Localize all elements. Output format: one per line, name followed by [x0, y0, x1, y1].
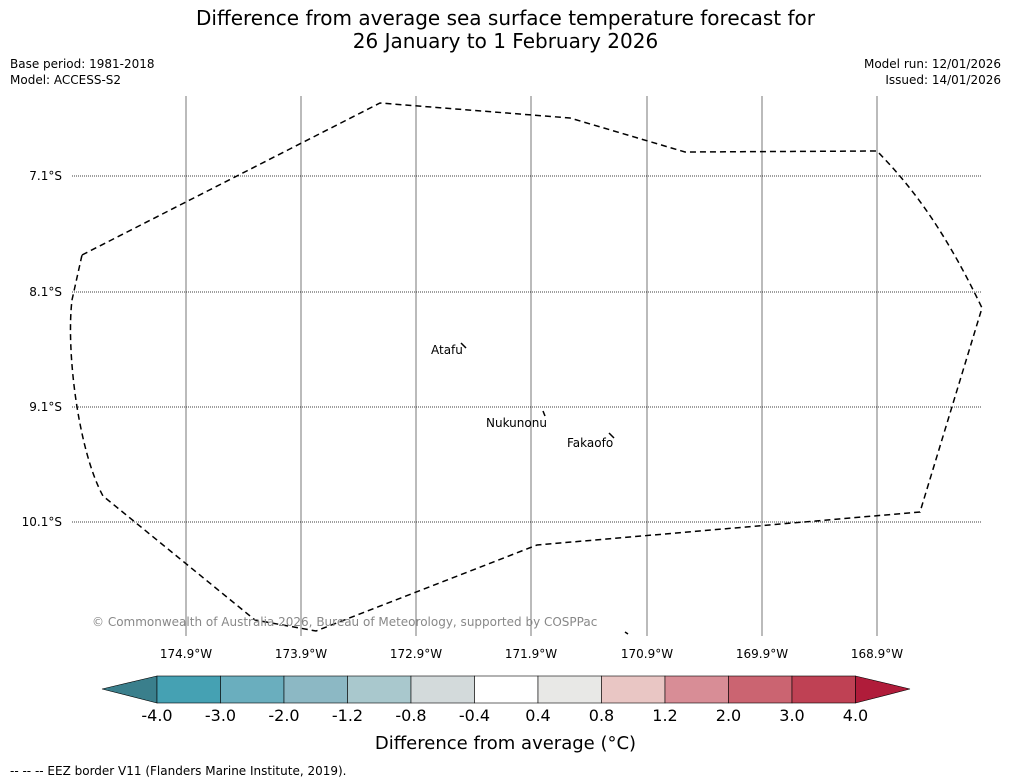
- colorbar-extend-high: [855, 675, 911, 704]
- place-label-nukunonu: Nukunonu: [486, 416, 547, 430]
- atafu-island: [460, 342, 467, 349]
- copyright-notice: © Commonwealth of Australia 2026, Bureau…: [92, 615, 598, 629]
- chart-title-line2: 26 January to 1 February 2026: [352, 29, 659, 53]
- colorbar-tick: 0.8: [588, 706, 615, 725]
- colorbar-tick: 2.0: [715, 706, 742, 725]
- parallel-lines: [72, 175, 982, 523]
- lon-label: 173.9°W: [274, 647, 328, 661]
- colorbar-segment: [728, 675, 793, 704]
- colorbar-segment: [601, 675, 666, 704]
- place-label-fakaofo: Fakaofo: [567, 436, 614, 450]
- model-run: Model run: 12/01/2026: [863, 57, 1001, 71]
- colorbar-tick: -3.0: [204, 706, 237, 725]
- lat-label: 10.1°S: [21, 515, 62, 529]
- lon-label: 171.9°W: [504, 647, 558, 661]
- colorbar-segment: [220, 675, 285, 704]
- lon-label: 169.9°W: [735, 647, 789, 661]
- swains-mark: [624, 631, 629, 635]
- nukunonu-island: [542, 410, 546, 417]
- colorbar-tick: -2.0: [268, 706, 300, 725]
- colorbar-segment: [664, 675, 729, 704]
- colorbar-tick: 4.0: [842, 706, 869, 725]
- colorbar: [101, 675, 911, 704]
- fakaofo-island: [608, 432, 615, 439]
- colorbar-segment: [410, 675, 475, 704]
- lon-label: 168.9°W: [850, 647, 904, 661]
- colorbar-segment: [156, 675, 221, 704]
- colorbar-tick: -0.8: [395, 706, 427, 725]
- lon-label: 174.9°W: [159, 647, 213, 661]
- colorbar-segment: [791, 675, 856, 704]
- model-name: Model: ACCESS-S2: [10, 73, 122, 87]
- colorbar-segment: [474, 675, 539, 704]
- eez-border: [69, 102, 983, 632]
- colorbar-tick: 1.2: [652, 706, 678, 725]
- lon-label: 170.9°W: [620, 647, 674, 661]
- lat-label: 9.1°S: [29, 400, 62, 414]
- colorbar-tick: 3.0: [779, 706, 805, 725]
- lon-label: 172.9°W: [389, 647, 443, 661]
- issued-date: Issued: 14/01/2026: [885, 73, 1001, 87]
- colorbar-tick: -1.2: [331, 706, 364, 725]
- colorbar-segment: [347, 675, 412, 704]
- colorbar-tick: -4.0: [141, 706, 173, 725]
- lat-label: 8.1°S: [29, 285, 62, 299]
- colorbar-segment: [537, 675, 602, 704]
- colorbar-extend-low: [101, 675, 158, 704]
- chart-title-line1: Difference from average sea surface temp…: [195, 6, 815, 30]
- colorbar-tick: 0.4: [525, 706, 551, 725]
- meridian-lines: [185, 96, 878, 636]
- colorbar-tick: -0.4: [458, 706, 491, 725]
- colorbar-segment: [283, 675, 348, 704]
- colorbar-label: Difference from average (°C): [374, 733, 637, 754]
- eez-legend-note: -- -- -- EEZ border V11 (Flanders Marine…: [10, 764, 347, 778]
- lat-label: 7.1°S: [29, 169, 62, 183]
- base-period: Base period: 1981-2018: [10, 57, 155, 71]
- place-label-atafu: Atafu: [431, 343, 463, 357]
